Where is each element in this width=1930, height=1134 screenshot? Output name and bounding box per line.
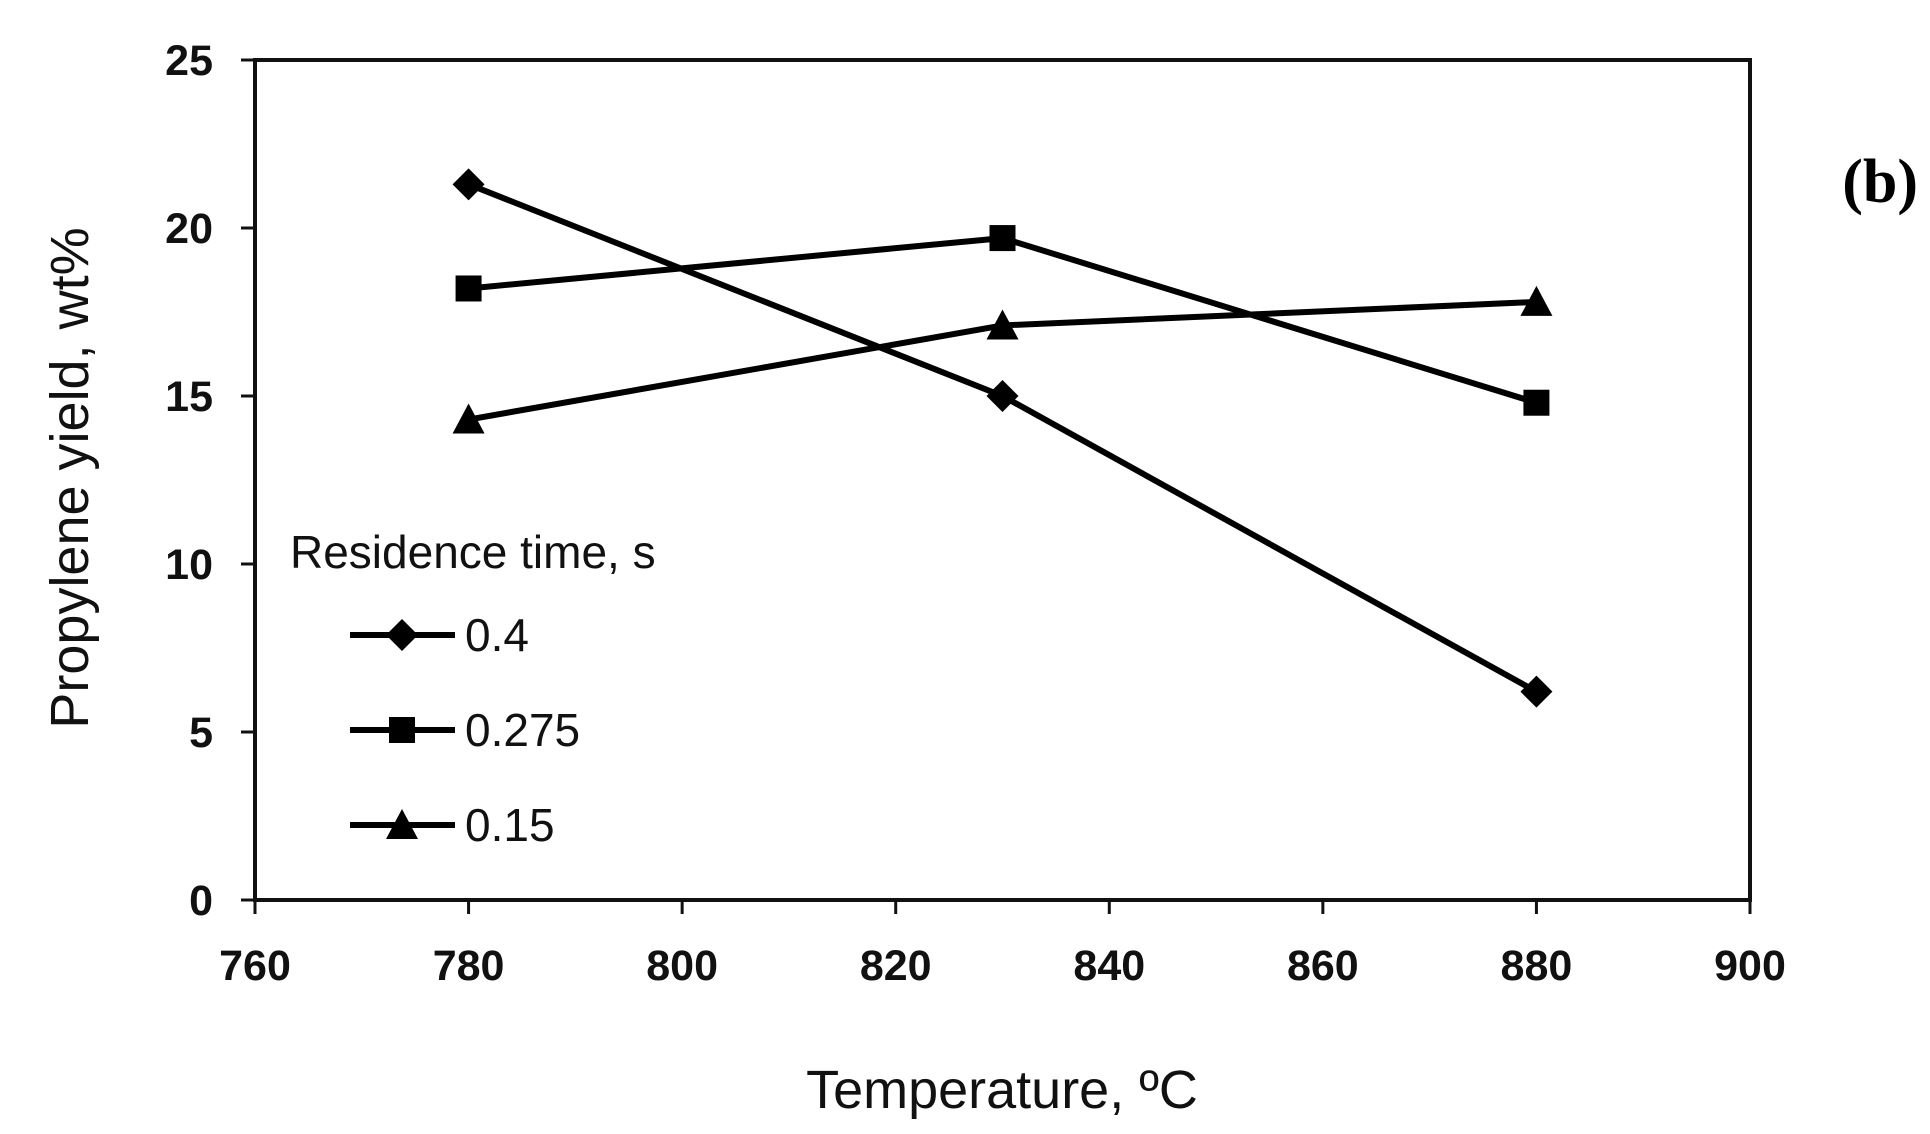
data-point bbox=[452, 168, 485, 201]
series-0.15 bbox=[452, 285, 1553, 434]
panel-label: (b) bbox=[1842, 148, 1918, 216]
legend-label: 0.15 bbox=[465, 799, 555, 851]
legend-label: 0.4 bbox=[465, 609, 529, 661]
y-tick-label: 15 bbox=[165, 373, 213, 421]
y-axis-title: Propylene yield, wt% bbox=[40, 227, 100, 728]
legend-item: 0.275 bbox=[350, 704, 580, 756]
y-tick-label: 10 bbox=[165, 541, 213, 589]
data-point bbox=[452, 403, 485, 434]
legend-item: 0.4 bbox=[350, 609, 529, 661]
y-tick-label: 20 bbox=[165, 205, 213, 253]
data-point bbox=[1520, 285, 1553, 316]
x-tick-label: 800 bbox=[646, 942, 718, 990]
data-point bbox=[986, 309, 1019, 340]
x-tick-label: 760 bbox=[219, 942, 291, 990]
series-group bbox=[452, 168, 1553, 708]
series-0.4 bbox=[452, 168, 1553, 708]
x-tick-label: 840 bbox=[1073, 942, 1145, 990]
y-tick-label: 0 bbox=[189, 877, 213, 925]
data-point bbox=[1520, 675, 1553, 708]
legend-item: 0.15 bbox=[350, 799, 555, 851]
legend: Residence time, s 0.4 0.275 0.15 bbox=[290, 526, 656, 851]
legend-marker bbox=[386, 619, 418, 651]
data-point bbox=[989, 225, 1016, 252]
data-point bbox=[986, 380, 1019, 412]
y-tick-label: 5 bbox=[189, 709, 213, 757]
legend-title: Residence time, s bbox=[290, 526, 656, 578]
legend-marker bbox=[386, 809, 418, 839]
x-tick-label: 820 bbox=[860, 942, 932, 990]
x-tick-label: 780 bbox=[433, 942, 505, 990]
x-axis-title: Temperature, ºC bbox=[806, 1060, 1198, 1120]
y-tick-label: 25 bbox=[165, 37, 213, 85]
legend-marker bbox=[389, 717, 415, 743]
legend-label: 0.275 bbox=[465, 704, 580, 756]
series-0.275 bbox=[455, 225, 1550, 416]
x-tick-label: 900 bbox=[1714, 942, 1786, 990]
data-point bbox=[455, 275, 482, 302]
x-tick-label: 880 bbox=[1501, 942, 1573, 990]
x-tick-label: 860 bbox=[1287, 942, 1359, 990]
axis-ticks: 760 780 800 820 840 860 880 900 0 5 10 15 20 25 bbox=[165, 37, 1786, 990]
data-point bbox=[1523, 389, 1550, 416]
